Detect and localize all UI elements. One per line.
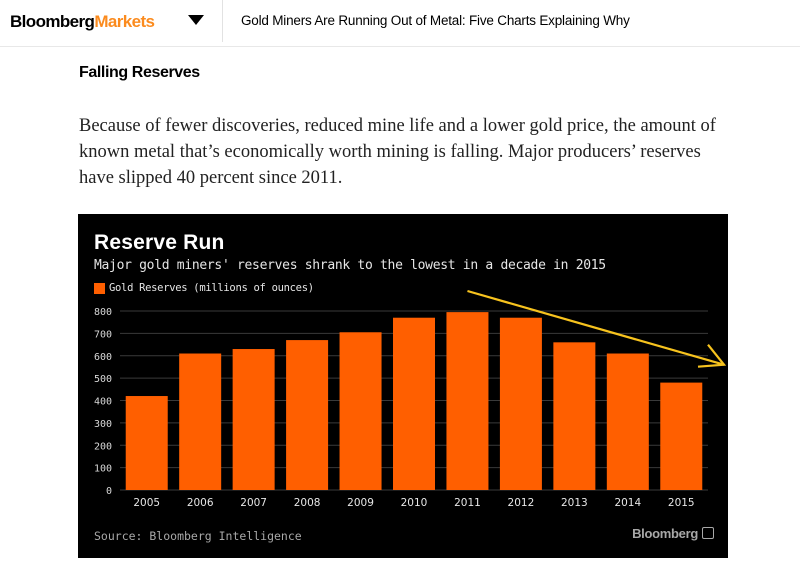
- section-title: Falling Reserves: [79, 64, 200, 81]
- y-tick-label: 300: [94, 419, 112, 430]
- logo-accent-text: Markets: [94, 12, 155, 31]
- y-tick-label: 0: [106, 486, 112, 497]
- bloomberg-markets-logo[interactable]: BloombergMarkets: [10, 12, 155, 32]
- header-divider: [222, 0, 223, 42]
- logo-main-text: Bloomberg: [10, 12, 95, 31]
- legend-swatch: [94, 282, 105, 294]
- legend-label: Gold Reserves (millions of ounces): [109, 282, 314, 294]
- chart-plot: 0 100 200 300 400 500 600 700 800 2005 2006 2007 200…: [94, 289, 727, 509]
- reserve-run-chart: 0 100 200 300 400 500 600 700 800 2005 2006 2007 200…: [78, 214, 728, 558]
- bloomberg-mark-icon: [702, 527, 714, 539]
- top-nav-bar: BloombergMarkets Gold Miners Are Running…: [0, 0, 800, 47]
- bar-2008: [286, 340, 329, 490]
- x-tick-label: 2012: [508, 497, 535, 509]
- bar-2012: [499, 317, 542, 490]
- bar-2010: [393, 317, 435, 490]
- y-tick-label: 500: [94, 374, 112, 385]
- x-tick-label: 2014: [614, 497, 641, 509]
- bar-2005: [125, 396, 168, 490]
- chart-legend: Gold Reserves (millions of ounces): [94, 282, 314, 294]
- x-tick-label: 2005: [133, 497, 160, 509]
- y-tick-label: 200: [94, 441, 112, 452]
- y-tick-label: 400: [94, 397, 112, 408]
- bloomberg-brand: Bloomberg: [632, 526, 714, 541]
- bar-2006: [179, 353, 222, 490]
- menu-caret-icon[interactable]: [188, 15, 204, 25]
- bar-2015: [660, 382, 703, 490]
- x-tick-label: 2007: [240, 497, 267, 509]
- x-tick-label: 2006: [187, 497, 214, 509]
- y-tick-label: 100: [94, 464, 112, 475]
- x-tick-label: 2015: [668, 497, 695, 509]
- y-tick-label: 700: [94, 329, 112, 340]
- bar-2009: [339, 332, 382, 490]
- bar-2014: [606, 353, 649, 490]
- bar-2007: [232, 349, 275, 490]
- trend-arrow-head: [697, 344, 727, 368]
- y-tick-label: 800: [94, 307, 112, 318]
- x-tick-label: 2011: [454, 497, 481, 509]
- x-tick-label: 2013: [561, 497, 588, 509]
- x-tick-label: 2008: [294, 497, 321, 509]
- bar-2011: [446, 312, 489, 490]
- article-headline[interactable]: Gold Miners Are Running Out of Metal: Fi…: [241, 13, 630, 28]
- chart-subtitle: Major gold miners' reserves shrank to th…: [94, 258, 606, 273]
- trend-arrow-line: [467, 289, 725, 366]
- x-tick-label: 2009: [347, 497, 374, 509]
- y-tick-label: 600: [94, 352, 112, 363]
- brand-text: Bloomberg: [632, 526, 698, 541]
- x-tick-label: 2010: [401, 497, 428, 509]
- chart-title: Reserve Run: [94, 231, 225, 254]
- article-paragraph: Because of fewer discoveries, reduced mi…: [79, 116, 716, 188]
- chart-source: Source: Bloomberg Intelligence: [94, 529, 302, 543]
- bar-2013: [553, 342, 596, 490]
